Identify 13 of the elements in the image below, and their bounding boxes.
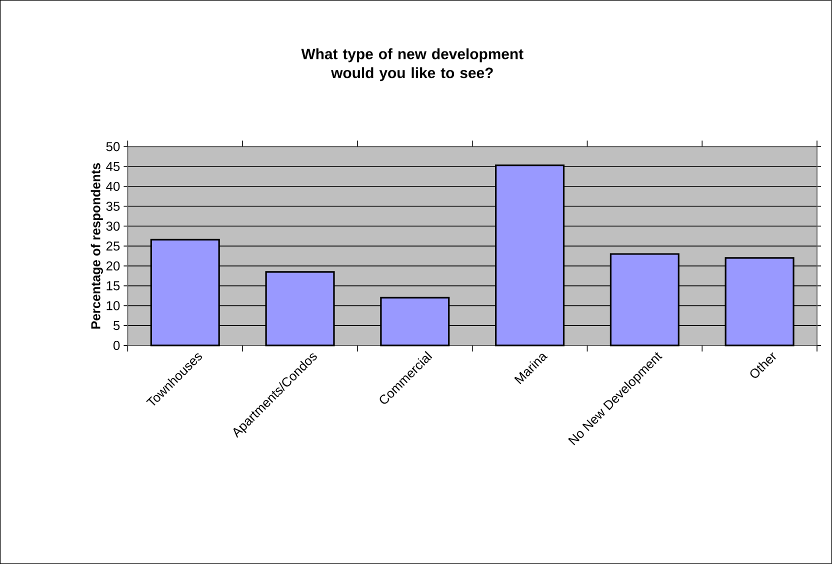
y-tick-label: 50 — [106, 142, 120, 152]
y-tick-label: 40 — [106, 182, 120, 191]
y-tick-label: 30 — [106, 222, 120, 231]
y-tick-label: 15 — [106, 281, 120, 290]
y-tick-label: 25 — [106, 241, 120, 251]
y-tick-label: 5 — [113, 321, 120, 330]
y-tick-label: 45 — [106, 162, 120, 172]
y-tick-label: 10 — [106, 301, 120, 310]
chart-title: What type of new development would you like to see? — [301, 48, 524, 82]
y-axis-title: Percentage of respondents — [90, 163, 103, 329]
y-tick-label: 35 — [106, 202, 120, 211]
y-tick-label: 0 — [113, 340, 120, 350]
y-tick-label: 20 — [106, 261, 120, 270]
